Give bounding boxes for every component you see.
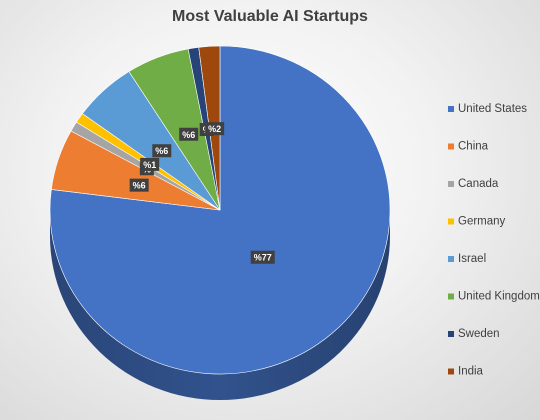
data-label-china: %6 (129, 178, 149, 192)
legend-swatch (448, 181, 454, 187)
legend-label: Israel (458, 253, 486, 265)
data-labels: %77%6%%1%6%6%%2 (129, 122, 275, 264)
legend-label: India (458, 366, 484, 378)
legend-item-germany[interactable]: Germany (448, 216, 506, 228)
pie-top-face (49, 45, 391, 375)
data-label-israel: %6 (152, 144, 172, 158)
pie-side-wall (50, 210, 390, 400)
legend-swatch (448, 256, 454, 262)
legend-label: United Kingdom (458, 291, 540, 303)
data-label-box (152, 144, 172, 158)
legend-item-canada[interactable]: Canada (448, 178, 499, 190)
legend-swatch (448, 106, 454, 112)
data-label-box (129, 178, 149, 192)
legend-swatch (448, 368, 454, 375)
data-label-box (250, 250, 275, 264)
data-label-text: %77 (254, 253, 272, 263)
legend-label: Germany (458, 216, 506, 228)
legend-label: United States (458, 103, 527, 115)
legend-swatch (448, 331, 454, 337)
data-label-text: %6 (182, 130, 195, 140)
legend-item-china[interactable]: China (448, 141, 489, 153)
chart-title: Most Valuable AI Startups (172, 8, 368, 25)
legend-swatch (448, 143, 454, 150)
data-label-text: %6 (155, 146, 168, 156)
data-label-united-states: %77 (250, 250, 275, 264)
data-label-united-kingdom: %6 (179, 127, 199, 141)
legend-item-united-kingdom[interactable]: United Kingdom (448, 291, 540, 303)
legend-label: Sweden (458, 328, 500, 340)
data-label-germany: %1 (140, 157, 160, 171)
data-label-india: %2 (205, 122, 225, 136)
data-label-text: %2 (208, 124, 221, 134)
data-label-box (179, 127, 199, 141)
data-label-box (140, 157, 160, 171)
legend-item-india[interactable]: India (448, 366, 484, 378)
data-label-box (205, 122, 225, 136)
legend-swatch (448, 218, 454, 225)
legend-label: China (458, 141, 489, 153)
legend-item-united-states[interactable]: United States (448, 103, 527, 115)
legend-label: Canada (458, 178, 499, 190)
legend-item-sweden[interactable]: Sweden (448, 328, 500, 340)
legend: United States China Canada Germany Israel Uni… (448, 103, 540, 378)
legend-swatch (448, 293, 454, 300)
data-label-text: %1 (143, 160, 156, 170)
data-label-text: %6 (133, 181, 146, 191)
pie-side-shading (50, 210, 390, 400)
pie-slice-united-states[interactable] (49, 45, 391, 375)
legend-item-israel[interactable]: Israel (448, 253, 486, 265)
